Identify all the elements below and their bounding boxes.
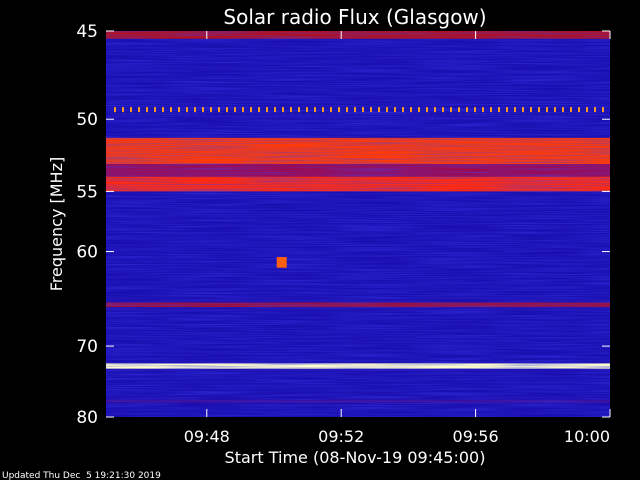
updated-timestamp: Updated Thu Dec 5 19:21:30 2019 — [2, 471, 161, 480]
x-axis-label: Start Time (08-Nov-19 09:45:00) — [225, 448, 486, 467]
plot-area — [106, 31, 610, 417]
y-tick-label: 80 — [76, 408, 98, 428]
radio-burst — [276, 257, 287, 268]
chart-title: Solar radio Flux (Glasgow) — [223, 5, 486, 29]
y-tick-label: 55 — [76, 182, 98, 202]
plot-noise-overlay — [106, 31, 610, 417]
y-tick-label: 60 — [76, 243, 98, 263]
x-axis: 09:48 09:52 09:56 10:00 — [184, 31, 611, 446]
y-tick-label: 45 — [76, 22, 98, 42]
x-tick-label: 09:56 — [453, 427, 499, 446]
y-axis-label: Frequency [MHz] — [47, 157, 66, 291]
y-tick-label: 50 — [76, 110, 98, 130]
x-tick-label: 09:52 — [318, 427, 364, 446]
x-tick-label: 10:00 — [564, 427, 610, 446]
y-axis: 45 50 55 60 70 80 — [76, 22, 610, 428]
x-tick-label: 09:48 — [184, 427, 230, 446]
y-tick-label: 70 — [76, 337, 98, 357]
